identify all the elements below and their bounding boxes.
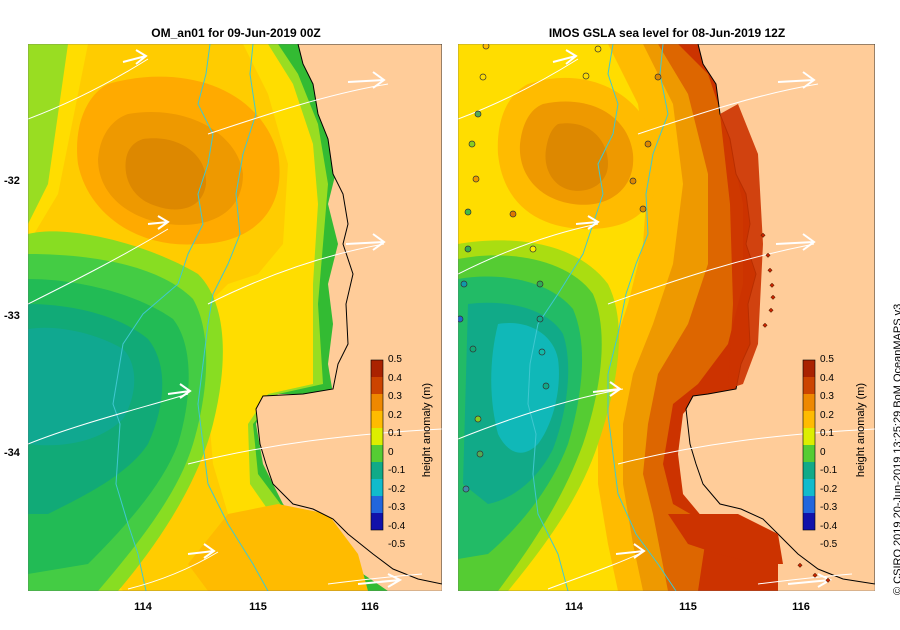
right-colorbar-label: height anomaly (m) bbox=[855, 382, 867, 478]
colorbar-tick-label: -0.5 bbox=[820, 539, 838, 550]
colorbar-tick-label: 0.3 bbox=[388, 391, 402, 402]
left-colorbar-label: height anomaly (m) bbox=[421, 382, 433, 478]
x-tick-label: 116 bbox=[361, 601, 379, 613]
colorbar-tick-label: -0.4 bbox=[388, 520, 406, 532]
altimetry-markers bbox=[458, 44, 662, 493]
y-tick-label: -34 bbox=[4, 447, 20, 459]
colorbar-tick-label: -0.2 bbox=[820, 483, 838, 495]
right-map bbox=[458, 44, 875, 591]
colorbar-tick-label: 0.2 bbox=[388, 409, 402, 421]
colorbar-tick-label: 0.3 bbox=[820, 391, 834, 402]
colorbar-tick-label: -0.3 bbox=[820, 502, 838, 513]
colorbar-tick-label: -0.3 bbox=[388, 502, 406, 513]
right-colorbar bbox=[802, 359, 816, 531]
y-tick-label: -33 bbox=[4, 310, 20, 322]
colorbar-tick-label: 0.5 bbox=[820, 354, 834, 365]
colorbar-tick-label: 0.1 bbox=[820, 428, 834, 439]
colorbar-tick-label: -0.2 bbox=[388, 483, 406, 495]
colorbar-tick-label: 0 bbox=[820, 446, 826, 458]
x-tick-label: 114 bbox=[134, 601, 152, 613]
colorbar-tick-label: 0.4 bbox=[820, 372, 834, 384]
colorbar-tick-label: -0.1 bbox=[388, 465, 406, 476]
left-map bbox=[28, 44, 442, 591]
colorbar-tick-label: 0.4 bbox=[388, 372, 402, 384]
colorbar-tick-label: 0.5 bbox=[388, 354, 402, 365]
x-tick-label: 115 bbox=[249, 601, 267, 613]
x-tick-label: 115 bbox=[679, 601, 697, 613]
colorbar-tick-label: -0.4 bbox=[820, 520, 838, 532]
colorbar-tick-label: -0.1 bbox=[820, 465, 838, 476]
left-panel-title: OM_an01 for 09-Jun-2019 00Z bbox=[151, 26, 321, 40]
colorbar-tick-label: 0 bbox=[388, 446, 394, 458]
left-colorbar bbox=[370, 359, 384, 531]
right-panel-title: IMOS GSLA sea level for 08-Jun-2019 12Z bbox=[548, 26, 786, 40]
colorbar-tick-label: -0.5 bbox=[388, 539, 406, 550]
coast-markers bbox=[760, 232, 831, 583]
colorbar-tick-label: 0.2 bbox=[820, 409, 834, 421]
x-tick-label: 116 bbox=[792, 601, 810, 613]
credit-text: © CSIRO 2019 20-Jun-2019 13:25:29 BoM Oc… bbox=[892, 303, 900, 595]
colorbar-tick-label: 0.1 bbox=[388, 428, 402, 439]
y-tick-label: -32 bbox=[4, 175, 20, 187]
x-tick-label: 114 bbox=[565, 601, 583, 613]
